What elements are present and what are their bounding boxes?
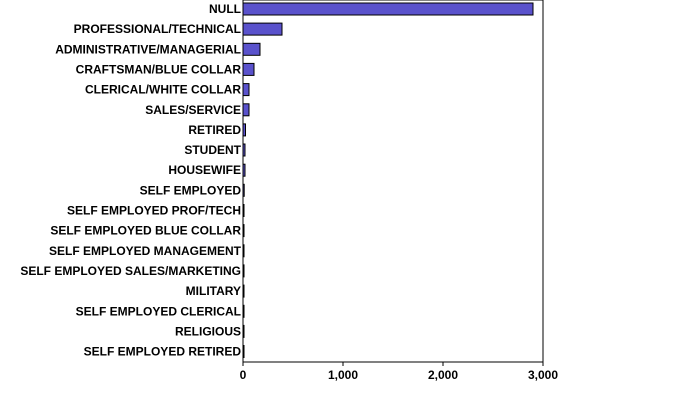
category-label: SELF EMPLOYED SALES/MARKETING xyxy=(20,264,241,278)
category-label: SELF EMPLOYED MANAGEMENT xyxy=(49,244,242,258)
category-label: SELF EMPLOYED xyxy=(140,183,242,197)
bar xyxy=(242,2,534,16)
category-label: RETIRED xyxy=(188,123,241,137)
category-label: SELF EMPLOYED PROF/TECH xyxy=(67,204,241,218)
x-tick-label: 3,000 xyxy=(528,368,558,382)
category-label: HOUSEWIFE xyxy=(168,163,241,177)
bars-layer xyxy=(242,2,534,358)
category-label: ADMINISTRATIVE/MANAGERIAL xyxy=(55,42,241,56)
category-label: STUDENT xyxy=(184,143,241,157)
bar xyxy=(242,62,255,76)
bar xyxy=(242,42,261,56)
bar xyxy=(242,83,250,97)
category-label: RELIGIOUS xyxy=(175,324,241,338)
category-label: PROFESSIONAL/TECHNICAL xyxy=(74,22,241,36)
x-tick-label: 1,000 xyxy=(328,368,358,382)
category-label: SELF EMPLOYED BLUE COLLAR xyxy=(50,224,241,238)
plot-frame xyxy=(242,0,544,363)
category-labels: NULL PROFESSIONAL/TECHNICAL ADMINISTRATIVE… xyxy=(20,2,241,359)
x-axis-ticks: 0 1,000 2,000 3,000 xyxy=(240,362,558,382)
category-label: MILITARY xyxy=(186,284,241,298)
x-tick-label: 2,000 xyxy=(428,368,458,382)
bar xyxy=(242,22,283,36)
x-tick-label: 0 xyxy=(240,368,247,382)
category-label: CRAFTSMAN/BLUE COLLAR xyxy=(76,62,242,76)
category-label: SELF EMPLOYED CLERICAL xyxy=(76,304,241,318)
category-label: SALES/SERVICE xyxy=(145,103,241,117)
category-label: NULL xyxy=(209,2,241,16)
category-label: CLERICAL/WHITE COLLAR xyxy=(85,83,241,97)
category-label: SELF EMPLOYED RETIRED xyxy=(84,345,242,359)
bar xyxy=(242,103,250,117)
